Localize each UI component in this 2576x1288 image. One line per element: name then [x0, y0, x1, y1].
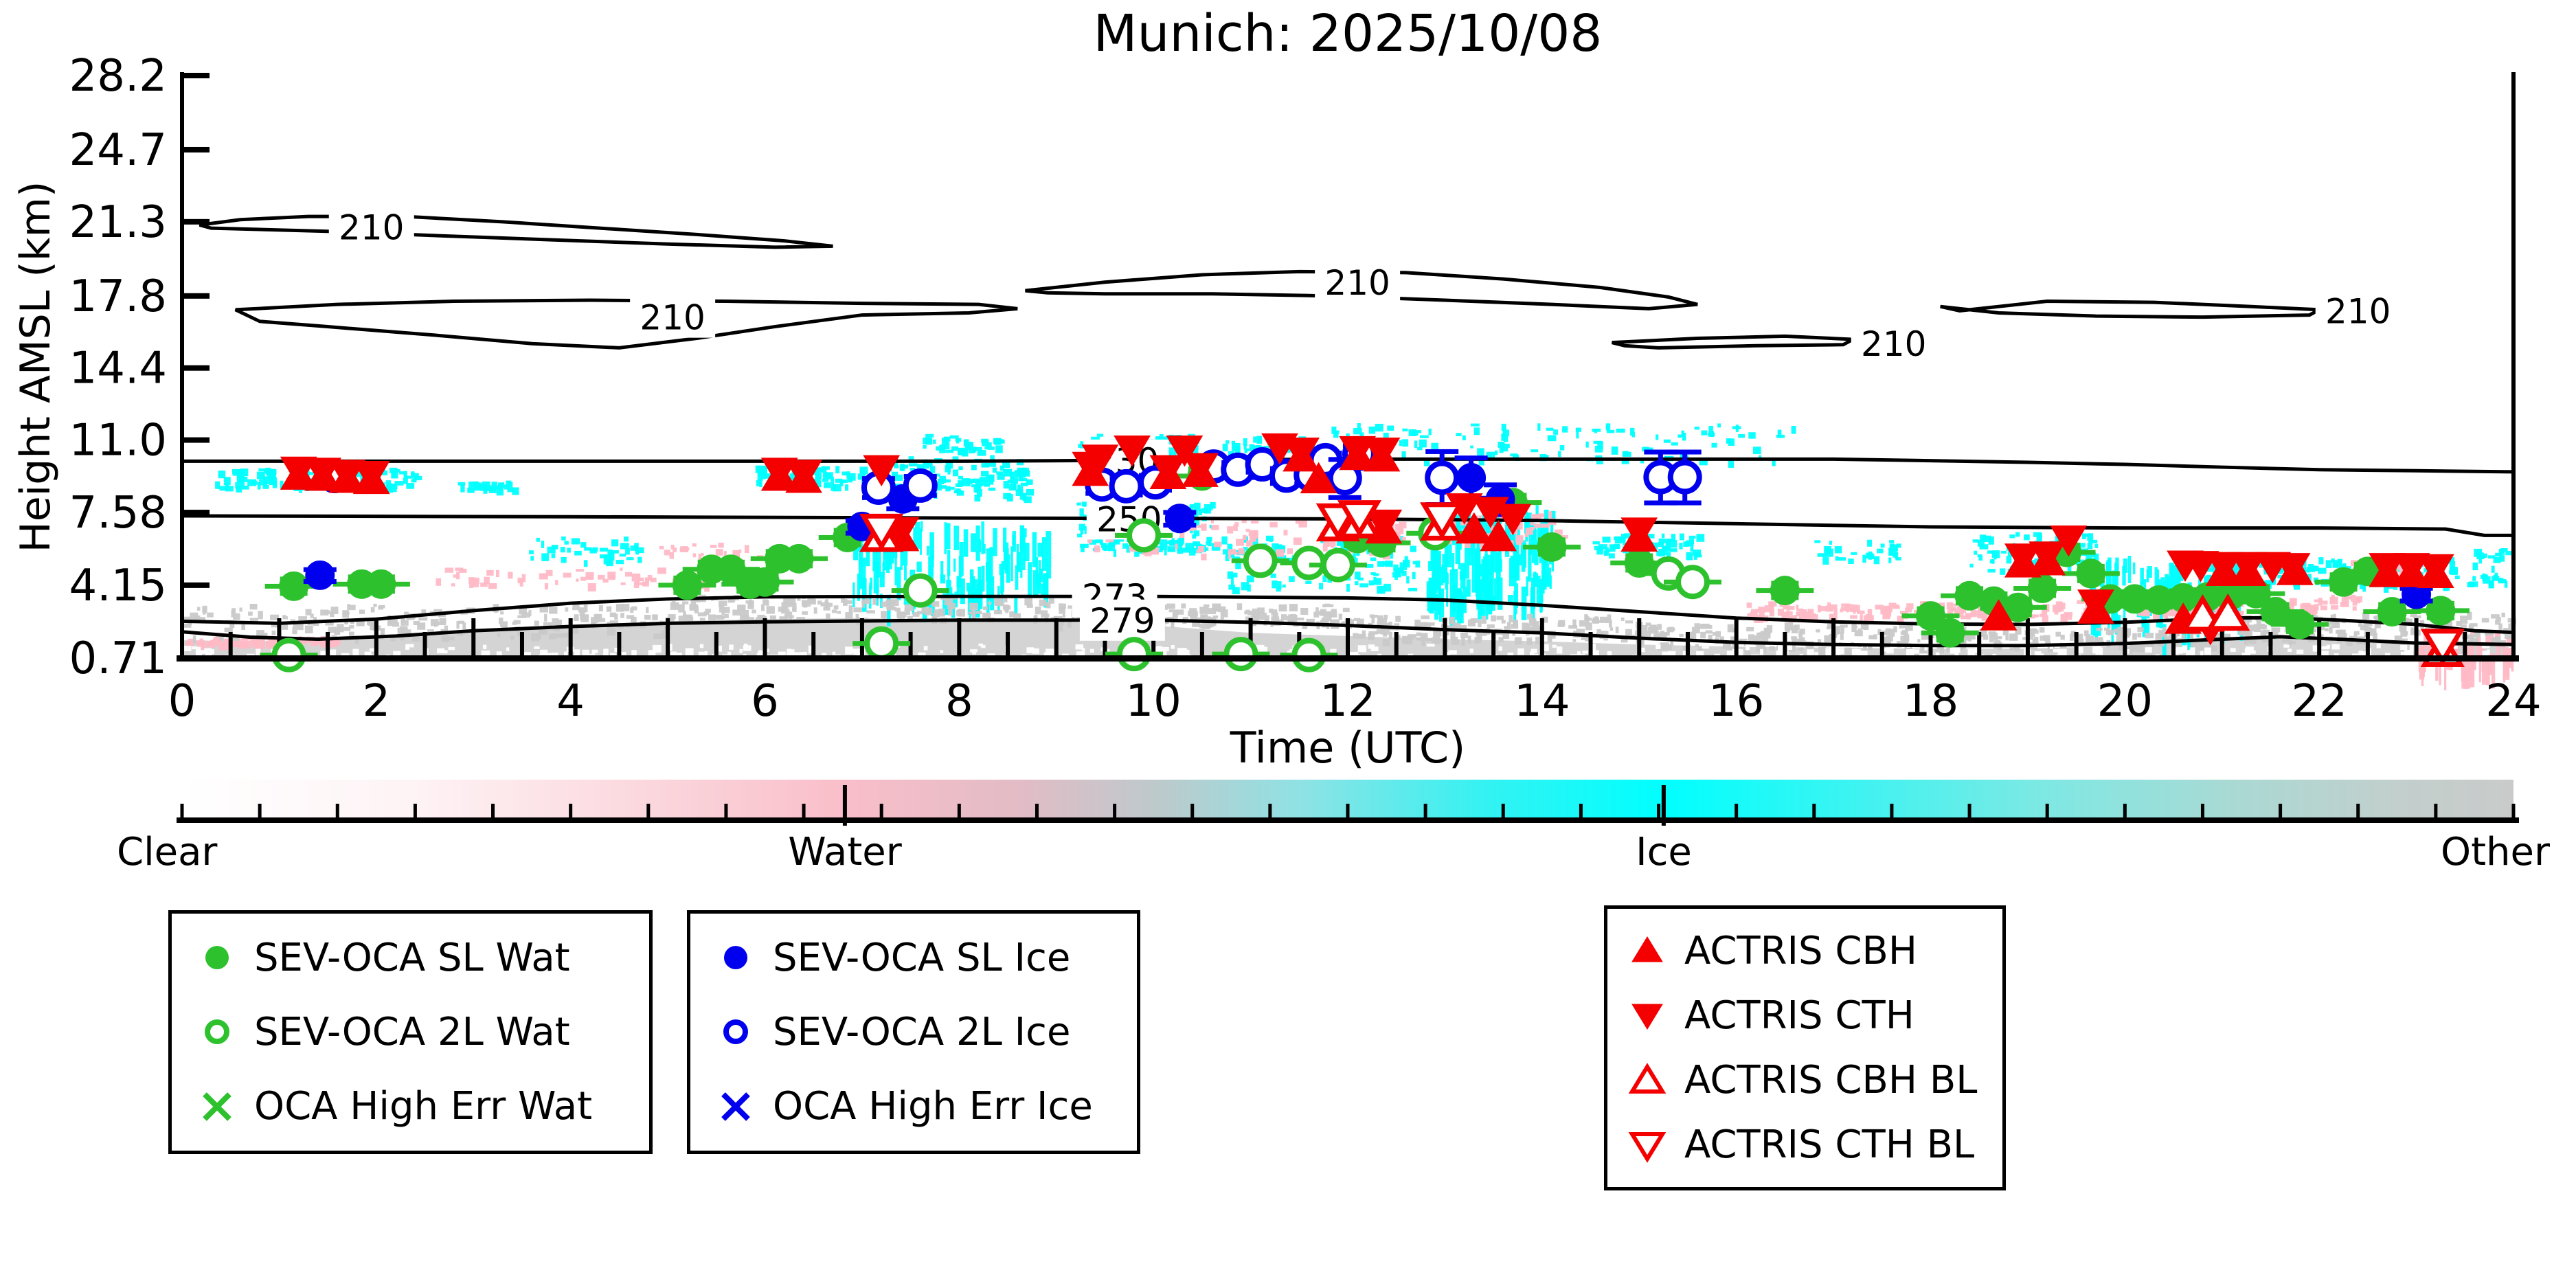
- open-up-triangle-icon: [1625, 1059, 1669, 1103]
- legend-item: ACTRIS CTH BL: [1625, 1122, 1985, 1167]
- x-mark-icon: [195, 1085, 239, 1129]
- svg-text:20: 20: [2097, 676, 2153, 727]
- svg-text:279: 279: [1089, 601, 1155, 641]
- legend-item: ACTRIS CTH: [1625, 993, 1985, 1038]
- svg-text:10: 10: [1125, 676, 1181, 727]
- svg-text:4.15: 4.15: [69, 561, 168, 611]
- filled-down-triangle-icon: [1625, 993, 1669, 1037]
- legend-item: SEV-OCA SL Ice: [714, 936, 1114, 980]
- svg-text:17.8: 17.8: [69, 271, 168, 322]
- open-circle-icon: [714, 1010, 758, 1054]
- colorbar-label-other: Other: [2440, 830, 2550, 874]
- legend-item: SEV-OCA 2L Wat: [195, 1010, 626, 1054]
- page-title: Munich: 2025/10/08: [1093, 4, 1603, 63]
- filled-up-triangle-icon: [1625, 929, 1669, 973]
- legend-seviri-ice: SEV-OCA SL Ice SEV-OCA 2L Ice OCA High E…: [687, 910, 1140, 1154]
- svg-text:6: 6: [751, 676, 779, 727]
- svg-text:16: 16: [1708, 676, 1764, 727]
- svg-text:11.0: 11.0: [69, 416, 168, 466]
- colorbar-label-ice: Ice: [1636, 830, 1692, 874]
- svg-text:22: 22: [2291, 676, 2347, 727]
- colorbar-label-water: Water: [788, 830, 902, 874]
- svg-text:0: 0: [168, 676, 196, 727]
- svg-text:24: 24: [2485, 676, 2541, 727]
- legend-item: ACTRIS CBH BL: [1625, 1058, 1985, 1103]
- legend-item: SEV-OCA SL Wat: [195, 936, 626, 980]
- legend-label: ACTRIS CBH BL: [1684, 1058, 1978, 1103]
- legend-item: OCA High Err Ice: [714, 1084, 1114, 1129]
- legend-label: OCA High Err Wat: [254, 1084, 593, 1129]
- svg-text:14: 14: [1514, 676, 1570, 727]
- svg-text:24.7: 24.7: [69, 125, 168, 176]
- legend-label: SEV-OCA SL Ice: [773, 935, 1071, 980]
- legend-actris: ACTRIS CBH ACTRIS CTH ACTRIS CBH BL ACTR…: [1604, 905, 2006, 1190]
- svg-text:210: 210: [640, 298, 705, 338]
- legend-item: ACTRIS CBH: [1625, 929, 1985, 973]
- svg-text:210: 210: [339, 208, 404, 248]
- open-circle-icon: [195, 1010, 239, 1054]
- open-down-triangle-icon: [1625, 1123, 1669, 1167]
- svg-text:18: 18: [1903, 676, 1958, 727]
- filled-circle-icon: [714, 936, 758, 980]
- legend-label: OCA High Err Ice: [773, 1084, 1093, 1129]
- svg-text:0.71: 0.71: [69, 633, 168, 684]
- svg-text:14.4: 14.4: [69, 343, 168, 394]
- x-axis-label: Time (UTC): [1230, 723, 1466, 773]
- legend-seviri-water: SEV-OCA SL Wat SEV-OCA 2L Wat OCA High E…: [168, 910, 653, 1154]
- legend-label: ACTRIS CTH: [1684, 993, 1914, 1038]
- svg-text:7.58: 7.58: [69, 488, 168, 539]
- legend-item: OCA High Err Wat: [195, 1084, 626, 1129]
- colorbar-label-clear: Clear: [117, 830, 218, 874]
- svg-text:4: 4: [556, 676, 585, 727]
- svg-text:210: 210: [1861, 324, 1926, 364]
- legend-label: SEV-OCA SL Wat: [254, 935, 570, 980]
- legend-label: ACTRIS CTH BL: [1684, 1122, 1975, 1168]
- svg-text:12: 12: [1320, 676, 1375, 727]
- svg-text:28.2: 28.2: [69, 51, 168, 102]
- legend-label: SEV-OCA 2L Ice: [773, 1009, 1071, 1054]
- legend-label: ACTRIS CBH: [1684, 928, 1918, 973]
- time-height-chart: 21021021021021023025027327928.224.721.31…: [69, 51, 2542, 826]
- svg-text:210: 210: [1324, 263, 1390, 303]
- svg-text:210: 210: [2325, 291, 2391, 331]
- svg-text:8: 8: [945, 676, 973, 727]
- x-mark-icon: [714, 1085, 758, 1129]
- svg-text:2: 2: [362, 676, 390, 727]
- filled-circle-icon: [195, 936, 239, 980]
- svg-text:21.3: 21.3: [69, 197, 168, 248]
- legend-item: SEV-OCA 2L Ice: [714, 1010, 1114, 1054]
- legend-label: SEV-OCA 2L Wat: [254, 1009, 570, 1054]
